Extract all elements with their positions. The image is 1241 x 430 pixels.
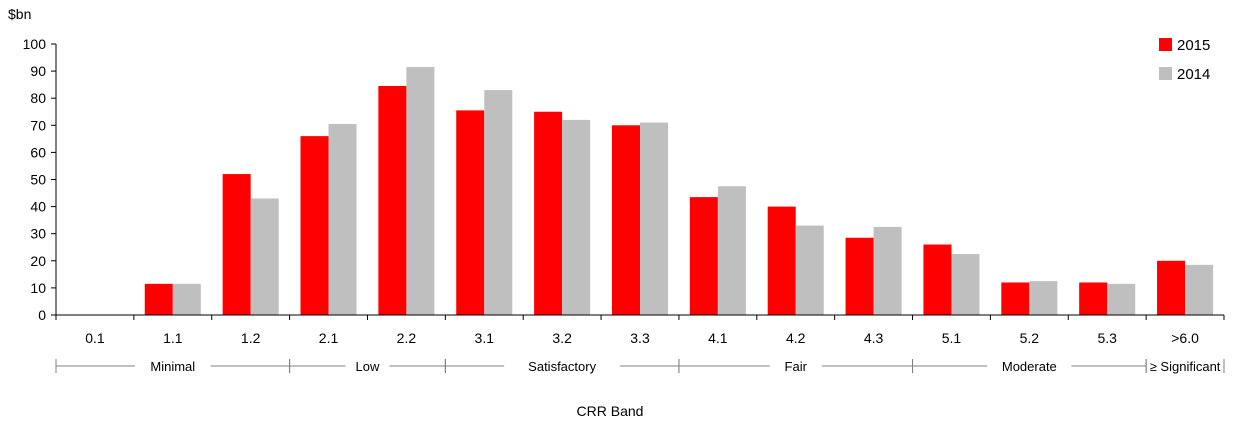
group-label: Low bbox=[356, 359, 380, 374]
x-axis: 0.1 1.1 1.2 2.1 2.2 3.1 3.2 3.3 4.1 4.2 4.3 5.1 5.2 5… bbox=[55, 314, 1225, 346]
y-tick-label: 10 bbox=[30, 280, 46, 296]
bar-2014 bbox=[1185, 264, 1214, 315]
bar-2014 bbox=[562, 119, 591, 315]
bar-2014 bbox=[640, 122, 669, 315]
bar-2015 bbox=[1079, 282, 1108, 315]
group-label: Minimal bbox=[150, 359, 195, 374]
y-axis: 0 10 20 30 40 50 60 70 80 90 100 bbox=[23, 36, 57, 323]
bar-2015 bbox=[923, 244, 952, 315]
legend-swatch-2014 bbox=[1159, 67, 1172, 80]
bar-2014 bbox=[484, 90, 513, 315]
bar-2014 bbox=[717, 186, 746, 315]
legend-swatch-2015 bbox=[1159, 38, 1172, 51]
x-tick-label: 0.1 bbox=[85, 330, 105, 346]
legend-label-2014: 2014 bbox=[1177, 66, 1210, 83]
x-tick-label: >6.0 bbox=[1171, 330, 1199, 346]
legend: 2015 2014 bbox=[1159, 37, 1210, 83]
bar-2014 bbox=[250, 198, 279, 315]
y-tick-label: 20 bbox=[30, 253, 46, 269]
y-tick-label: 80 bbox=[30, 90, 46, 106]
bar-2014 bbox=[172, 283, 201, 315]
x-tick-label: 1.2 bbox=[241, 330, 261, 346]
bar-2015 bbox=[222, 174, 251, 315]
bar-2015 bbox=[1001, 282, 1030, 315]
x-tick-label: 3.3 bbox=[630, 330, 650, 346]
x-axis-label: CRR Band bbox=[577, 403, 644, 419]
y-tick-label: 50 bbox=[30, 172, 46, 188]
bar-2014 bbox=[1107, 283, 1136, 315]
x-tick-label: 1.1 bbox=[163, 330, 183, 346]
bars bbox=[144, 67, 1214, 316]
band-groups: Minimal Low Satisfactory Fair Moderate ≥ Sign… bbox=[55, 359, 1225, 374]
x-tick-label: 5.3 bbox=[1097, 330, 1117, 346]
legend-label-2015: 2015 bbox=[1177, 37, 1210, 54]
x-tick-label: 2.1 bbox=[319, 330, 339, 346]
bar-2015 bbox=[689, 197, 718, 315]
group-label: Satisfactory bbox=[528, 359, 596, 374]
bar-2015 bbox=[845, 237, 874, 315]
x-tick-label: 4.2 bbox=[786, 330, 806, 346]
x-tick-label: 5.2 bbox=[1020, 330, 1040, 346]
bar-2015 bbox=[144, 283, 173, 315]
bar-2015 bbox=[1157, 260, 1186, 315]
bar-2015 bbox=[456, 110, 485, 316]
bar-2015 bbox=[611, 125, 640, 315]
group-label: Fair bbox=[785, 359, 808, 374]
bar-2015 bbox=[767, 206, 796, 315]
y-tick-label: 0 bbox=[38, 307, 46, 323]
bar-2014 bbox=[795, 225, 824, 315]
bar-2014 bbox=[406, 67, 435, 315]
bar-2014 bbox=[873, 226, 902, 315]
bar-2014 bbox=[328, 123, 357, 315]
bar-2015 bbox=[534, 111, 563, 315]
y-tick-label: 60 bbox=[30, 144, 46, 160]
y-axis-label: $bn bbox=[8, 6, 31, 22]
y-tick-label: 70 bbox=[30, 117, 46, 133]
bar-2015 bbox=[378, 86, 407, 315]
bar-2014 bbox=[951, 254, 980, 315]
bar-2015 bbox=[300, 136, 329, 315]
y-tick-label: 30 bbox=[30, 226, 46, 242]
group-label: ≥ Significant bbox=[1150, 359, 1221, 374]
x-tick-label: 3.1 bbox=[475, 330, 495, 346]
bar-2014 bbox=[1029, 281, 1058, 315]
y-tick-label: 40 bbox=[30, 199, 46, 215]
x-tick-label: 4.3 bbox=[864, 330, 884, 346]
y-tick-label: 90 bbox=[30, 63, 46, 79]
x-tick-label: 5.1 bbox=[942, 330, 962, 346]
x-tick-label: 2.2 bbox=[397, 330, 417, 346]
x-tick-label: 4.1 bbox=[708, 330, 728, 346]
y-tick-label: 100 bbox=[23, 36, 47, 52]
x-tick-label: 3.2 bbox=[552, 330, 572, 346]
group-label: Moderate bbox=[1002, 359, 1057, 374]
